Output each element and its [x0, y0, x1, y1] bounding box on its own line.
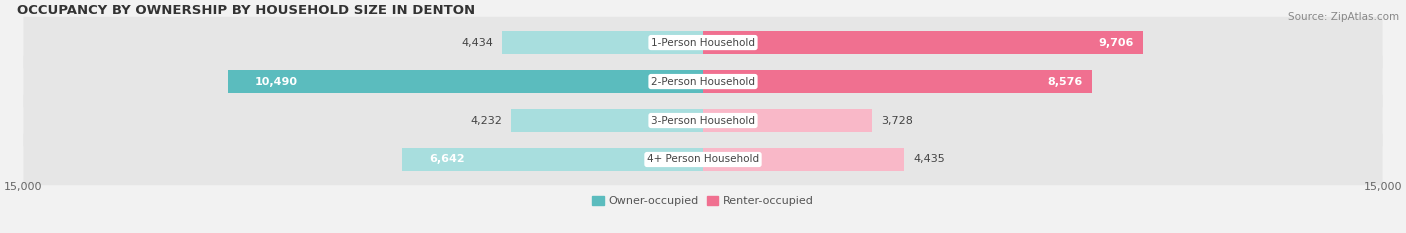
- Bar: [228, 70, 703, 93]
- Text: 9,706: 9,706: [1098, 38, 1133, 48]
- Text: Source: ZipAtlas.com: Source: ZipAtlas.com: [1288, 12, 1399, 22]
- FancyBboxPatch shape: [24, 95, 1382, 146]
- Bar: [703, 109, 872, 132]
- Legend: Owner-occupied, Renter-occupied: Owner-occupied, Renter-occupied: [588, 191, 818, 211]
- Text: 1-Person Household: 1-Person Household: [651, 38, 755, 48]
- Text: 2-Person Household: 2-Person Household: [651, 76, 755, 86]
- FancyBboxPatch shape: [24, 17, 1382, 68]
- Text: 10,490: 10,490: [254, 76, 298, 86]
- Text: 3,728: 3,728: [882, 116, 912, 126]
- Text: 3-Person Household: 3-Person Household: [651, 116, 755, 126]
- FancyBboxPatch shape: [24, 56, 1382, 107]
- Bar: [402, 148, 703, 171]
- Text: 4,232: 4,232: [471, 116, 502, 126]
- Bar: [502, 31, 703, 54]
- FancyBboxPatch shape: [24, 134, 1382, 185]
- Bar: [703, 70, 1091, 93]
- Text: 4+ Person Household: 4+ Person Household: [647, 154, 759, 164]
- Text: 4,434: 4,434: [461, 38, 494, 48]
- Text: 6,642: 6,642: [429, 154, 465, 164]
- Text: 4,435: 4,435: [912, 154, 945, 164]
- Bar: [703, 31, 1143, 54]
- Text: 8,576: 8,576: [1047, 76, 1083, 86]
- Bar: [703, 148, 904, 171]
- Text: OCCUPANCY BY OWNERSHIP BY HOUSEHOLD SIZE IN DENTON: OCCUPANCY BY OWNERSHIP BY HOUSEHOLD SIZE…: [17, 4, 475, 17]
- Bar: [512, 109, 703, 132]
